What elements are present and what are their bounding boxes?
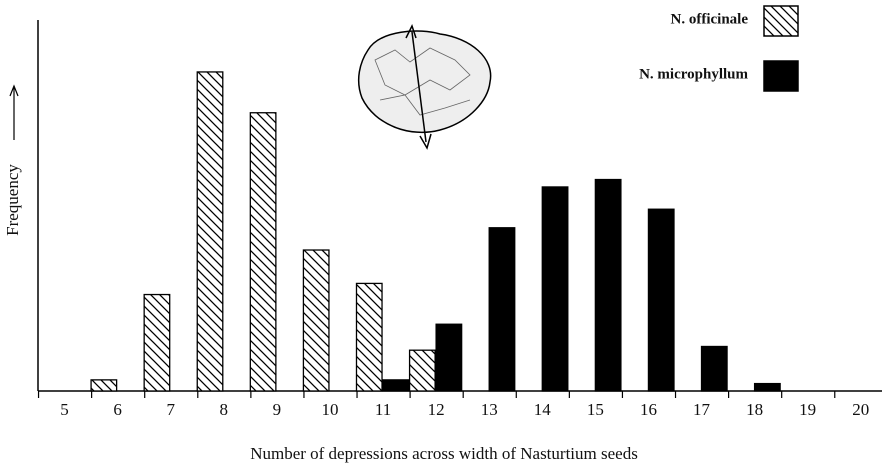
- bar: [144, 295, 170, 391]
- chart: Frequency Number of depressions across w…: [0, 0, 888, 470]
- x-tick-label: 8: [220, 400, 229, 419]
- legend-label: N. officinale: [671, 11, 749, 27]
- bar: [755, 384, 781, 391]
- bar: [303, 250, 329, 391]
- legend-swatch: [764, 61, 798, 91]
- x-tick-label: 9: [273, 400, 282, 419]
- x-axis-label: Number of depressions across width of Na…: [250, 444, 638, 463]
- bar: [250, 113, 276, 391]
- x-tick-label: 13: [481, 400, 498, 419]
- bar: [595, 180, 621, 391]
- x-tick-label: 16: [640, 400, 657, 419]
- x-tick-label: 11: [375, 400, 391, 419]
- x-tick-label: 5: [60, 400, 69, 419]
- x-tick-label: 6: [113, 400, 122, 419]
- bar: [489, 228, 515, 391]
- x-tick-label: 15: [587, 400, 604, 419]
- legend-label: N. microphyllum: [639, 66, 748, 82]
- x-tick-label: 17: [693, 400, 711, 419]
- x-tick-label: 14: [534, 400, 552, 419]
- bar: [410, 350, 436, 391]
- bar: [197, 72, 223, 391]
- bar: [436, 324, 462, 391]
- x-tick-label: 10: [321, 400, 338, 419]
- bar: [356, 283, 382, 391]
- y-axis-label: Frequency: [3, 164, 22, 236]
- x-tick-label: 18: [746, 400, 763, 419]
- bar: [648, 209, 674, 391]
- seed-illustration: [359, 26, 491, 148]
- bar: [542, 187, 568, 391]
- bar: [91, 380, 117, 391]
- x-tick-label: 20: [852, 400, 869, 419]
- y-arrow: [10, 86, 18, 140]
- x-tick-label: 19: [799, 400, 816, 419]
- bar: [383, 380, 409, 391]
- x-tick-label: 7: [166, 400, 175, 419]
- legend-swatch: [764, 6, 798, 36]
- x-tick-label: 12: [428, 400, 445, 419]
- bar: [702, 346, 728, 391]
